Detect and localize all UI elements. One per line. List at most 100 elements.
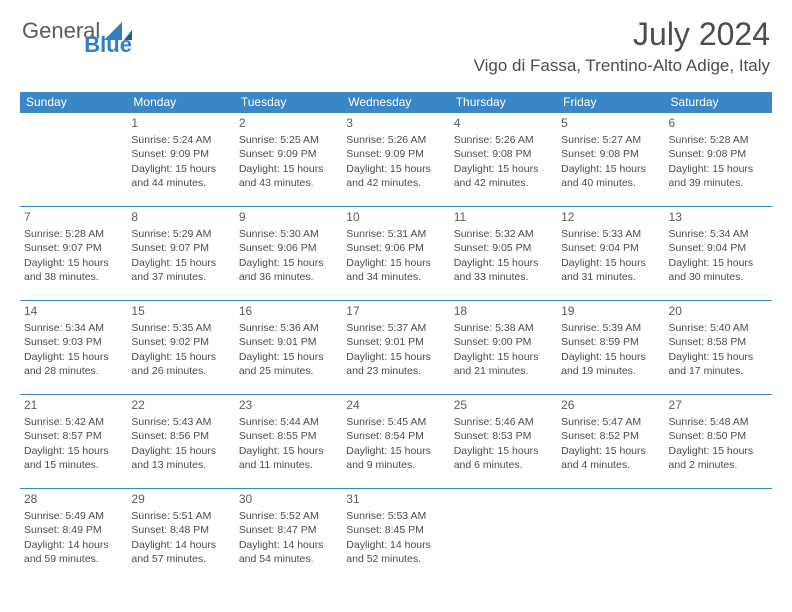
day-number: 20 bbox=[669, 303, 768, 319]
daylight-text: Daylight: 15 hours and 17 minutes. bbox=[669, 350, 768, 378]
sunrise-text: Sunrise: 5:38 AM bbox=[454, 321, 553, 335]
sunrise-text: Sunrise: 5:26 AM bbox=[454, 133, 553, 147]
dayhead-cell: Saturday bbox=[665, 92, 772, 113]
day-number: 24 bbox=[346, 397, 445, 413]
daylight-text: Daylight: 15 hours and 42 minutes. bbox=[346, 162, 445, 190]
sunrise-text: Sunrise: 5:48 AM bbox=[669, 415, 768, 429]
daylight-text: Daylight: 15 hours and 40 minutes. bbox=[561, 162, 660, 190]
calendar-cell: 29Sunrise: 5:51 AMSunset: 8:48 PMDayligh… bbox=[127, 489, 234, 585]
sunset-text: Sunset: 9:02 PM bbox=[131, 335, 230, 349]
calendar-cell: 19Sunrise: 5:39 AMSunset: 8:59 PMDayligh… bbox=[557, 301, 664, 394]
day-number: 11 bbox=[454, 209, 553, 225]
sunrise-text: Sunrise: 5:30 AM bbox=[239, 227, 338, 241]
day-number: 3 bbox=[346, 115, 445, 131]
sunrise-text: Sunrise: 5:49 AM bbox=[24, 509, 123, 523]
calendar-cell: 13Sunrise: 5:34 AMSunset: 9:04 PMDayligh… bbox=[665, 207, 772, 300]
day-number: 2 bbox=[239, 115, 338, 131]
sunset-text: Sunset: 8:53 PM bbox=[454, 429, 553, 443]
day-number: 15 bbox=[131, 303, 230, 319]
calendar-cell: 27Sunrise: 5:48 AMSunset: 8:50 PMDayligh… bbox=[665, 395, 772, 488]
calendar-row: 21Sunrise: 5:42 AMSunset: 8:57 PMDayligh… bbox=[20, 395, 772, 489]
calendar-cell: 30Sunrise: 5:52 AMSunset: 8:47 PMDayligh… bbox=[235, 489, 342, 585]
calendar-cell: 14Sunrise: 5:34 AMSunset: 9:03 PMDayligh… bbox=[20, 301, 127, 394]
day-number: 29 bbox=[131, 491, 230, 507]
dayhead-cell: Monday bbox=[127, 92, 234, 113]
day-number: 9 bbox=[239, 209, 338, 225]
calendar-dayhead-row: Sunday Monday Tuesday Wednesday Thursday… bbox=[20, 92, 772, 113]
day-number: 13 bbox=[669, 209, 768, 225]
sunrise-text: Sunrise: 5:40 AM bbox=[669, 321, 768, 335]
daylight-text: Daylight: 15 hours and 43 minutes. bbox=[239, 162, 338, 190]
sunrise-text: Sunrise: 5:34 AM bbox=[24, 321, 123, 335]
daylight-text: Daylight: 15 hours and 37 minutes. bbox=[131, 256, 230, 284]
day-number: 23 bbox=[239, 397, 338, 413]
sunrise-text: Sunrise: 5:27 AM bbox=[561, 133, 660, 147]
sunset-text: Sunset: 8:58 PM bbox=[669, 335, 768, 349]
calendar-row: 1Sunrise: 5:24 AMSunset: 9:09 PMDaylight… bbox=[20, 113, 772, 207]
page-subtitle: Vigo di Fassa, Trentino-Alto Adige, Ital… bbox=[474, 56, 770, 76]
daylight-text: Daylight: 15 hours and 31 minutes. bbox=[561, 256, 660, 284]
calendar-cell: 2Sunrise: 5:25 AMSunset: 9:09 PMDaylight… bbox=[235, 113, 342, 206]
sunset-text: Sunset: 9:04 PM bbox=[561, 241, 660, 255]
sunset-text: Sunset: 9:03 PM bbox=[24, 335, 123, 349]
sunset-text: Sunset: 9:07 PM bbox=[24, 241, 123, 255]
sunrise-text: Sunrise: 5:36 AM bbox=[239, 321, 338, 335]
calendar-cell: 4Sunrise: 5:26 AMSunset: 9:08 PMDaylight… bbox=[450, 113, 557, 206]
daylight-text: Daylight: 15 hours and 15 minutes. bbox=[24, 444, 123, 472]
logo-text-blue: Blue bbox=[84, 32, 132, 58]
sunset-text: Sunset: 9:08 PM bbox=[669, 147, 768, 161]
day-number: 4 bbox=[454, 115, 553, 131]
calendar-cell: 20 Sunrise: 5:40 AMSunset: 8:58 PMDayligh… bbox=[665, 301, 772, 394]
day-number: 28 bbox=[24, 491, 123, 507]
page-title: July 2024 bbox=[633, 16, 770, 53]
day-number: 10 bbox=[346, 209, 445, 225]
day-number: 30 bbox=[239, 491, 338, 507]
dayhead-cell: Wednesday bbox=[342, 92, 449, 113]
calendar-cell: 15Sunrise: 5:35 AMSunset: 9:02 PMDayligh… bbox=[127, 301, 234, 394]
daylight-text: Daylight: 15 hours and 33 minutes. bbox=[454, 256, 553, 284]
calendar-cell: 3Sunrise: 5:26 AMSunset: 9:09 PMDaylight… bbox=[342, 113, 449, 206]
sunset-text: Sunset: 9:04 PM bbox=[669, 241, 768, 255]
calendar-row: 7Sunrise: 5:28 AMSunset: 9:07 PMDaylight… bbox=[20, 207, 772, 301]
sunrise-text: Sunrise: 5:51 AM bbox=[131, 509, 230, 523]
daylight-text: Daylight: 14 hours and 54 minutes. bbox=[239, 538, 338, 566]
calendar-cell: 8Sunrise: 5:29 AMSunset: 9:07 PMDaylight… bbox=[127, 207, 234, 300]
sunset-text: Sunset: 9:00 PM bbox=[454, 335, 553, 349]
calendar-cell: 1Sunrise: 5:24 AMSunset: 9:09 PMDaylight… bbox=[127, 113, 234, 206]
sunrise-text: Sunrise: 5:52 AM bbox=[239, 509, 338, 523]
sunrise-text: Sunrise: 5:24 AM bbox=[131, 133, 230, 147]
sunrise-text: Sunrise: 5:26 AM bbox=[346, 133, 445, 147]
sunrise-text: Sunrise: 5:28 AM bbox=[669, 133, 768, 147]
daylight-text: Daylight: 15 hours and 34 minutes. bbox=[346, 256, 445, 284]
calendar: Sunday Monday Tuesday Wednesday Thursday… bbox=[20, 92, 772, 585]
sunrise-text: Sunrise: 5:43 AM bbox=[131, 415, 230, 429]
daylight-text: Daylight: 14 hours and 52 minutes. bbox=[346, 538, 445, 566]
sunrise-text: Sunrise: 5:35 AM bbox=[131, 321, 230, 335]
sunset-text: Sunset: 9:05 PM bbox=[454, 241, 553, 255]
sunset-text: Sunset: 9:08 PM bbox=[561, 147, 660, 161]
calendar-cell: 6Sunrise: 5:28 AMSunset: 9:08 PMDaylight… bbox=[665, 113, 772, 206]
sunrise-text: Sunrise: 5:28 AM bbox=[24, 227, 123, 241]
calendar-cell: 5Sunrise: 5:27 AMSunset: 9:08 PMDaylight… bbox=[557, 113, 664, 206]
sunset-text: Sunset: 8:54 PM bbox=[346, 429, 445, 443]
sunset-text: Sunset: 9:07 PM bbox=[131, 241, 230, 255]
day-number: 14 bbox=[24, 303, 123, 319]
calendar-cell: 17Sunrise: 5:37 AMSunset: 9:01 PMDayligh… bbox=[342, 301, 449, 394]
dayhead-cell: Sunday bbox=[20, 92, 127, 113]
dayhead-cell: Friday bbox=[557, 92, 664, 113]
day-number: 1 bbox=[131, 115, 230, 131]
sunset-text: Sunset: 8:49 PM bbox=[24, 523, 123, 537]
calendar-cell: 9Sunrise: 5:30 AMSunset: 9:06 PMDaylight… bbox=[235, 207, 342, 300]
sunrise-text: Sunrise: 5:31 AM bbox=[346, 227, 445, 241]
page-header: General Blue July 2024 Vigo di Fassa, Tr… bbox=[0, 0, 792, 92]
sunrise-text: Sunrise: 5:29 AM bbox=[131, 227, 230, 241]
day-number: 18 bbox=[454, 303, 553, 319]
sunrise-text: Sunrise: 5:44 AM bbox=[239, 415, 338, 429]
calendar-cell: 24Sunrise: 5:45 AMSunset: 8:54 PMDayligh… bbox=[342, 395, 449, 488]
sunset-text: Sunset: 8:57 PM bbox=[24, 429, 123, 443]
sunrise-text: Sunrise: 5:39 AM bbox=[561, 321, 660, 335]
day-number: 7 bbox=[24, 209, 123, 225]
calendar-cell: 31Sunrise: 5:53 AMSunset: 8:45 PMDayligh… bbox=[342, 489, 449, 585]
sunrise-text: Sunrise: 5:47 AM bbox=[561, 415, 660, 429]
calendar-cell: 12Sunrise: 5:33 AMSunset: 9:04 PMDayligh… bbox=[557, 207, 664, 300]
